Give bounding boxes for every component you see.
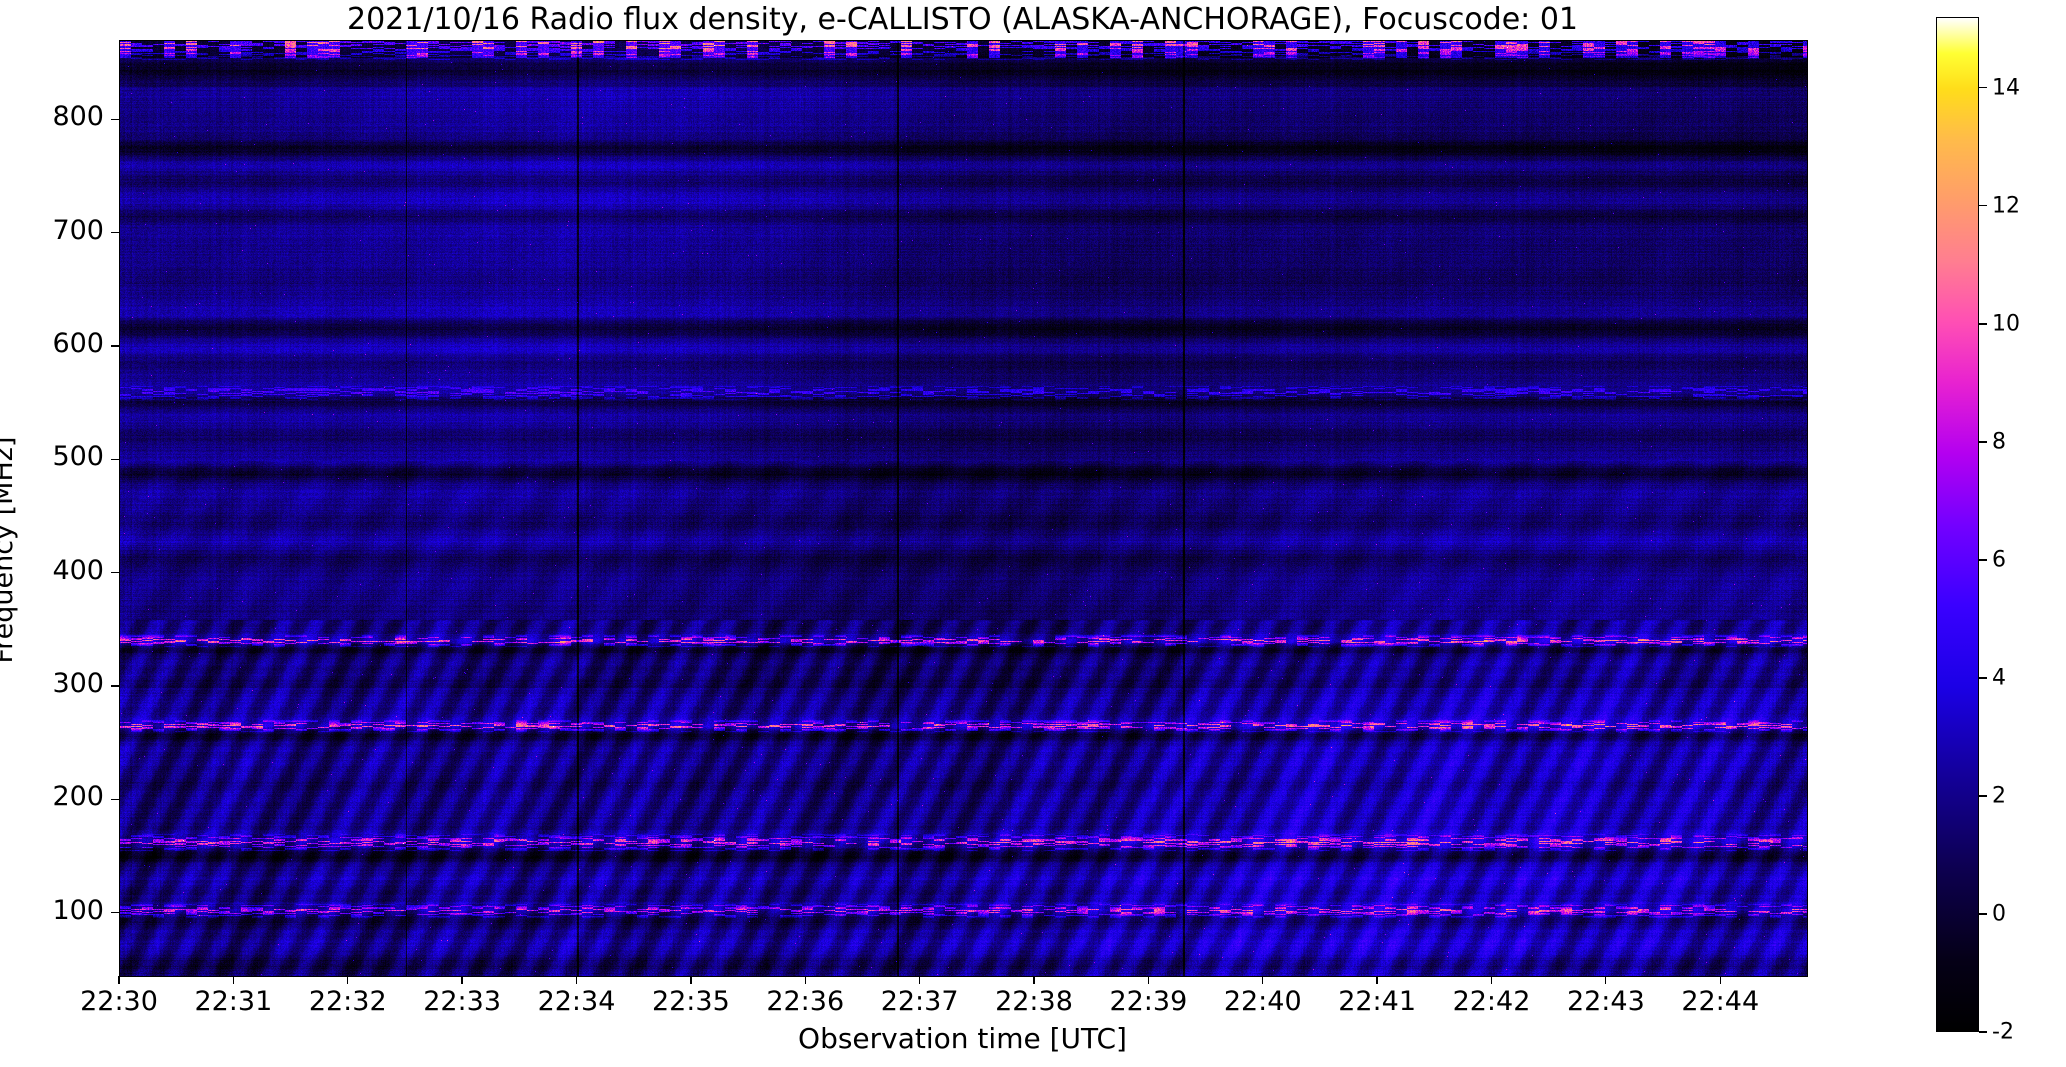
y-tick — [111, 798, 119, 800]
x-tick — [1147, 976, 1149, 984]
spectrogram-heatmap — [120, 41, 1807, 976]
x-tick — [118, 976, 120, 984]
colorbar — [1936, 17, 1979, 1032]
colorbar-tick-label: 4 — [1992, 665, 2006, 691]
x-tick-label: 22:31 — [194, 986, 273, 1017]
x-tick-label: 22:36 — [766, 986, 845, 1017]
colorbar-tick — [1979, 441, 1987, 443]
x-tick — [1490, 976, 1493, 984]
page-title: 2021/10/16 Radio flux density, e-CALLIST… — [347, 2, 1578, 37]
y-tick-label: 100 — [52, 894, 104, 926]
x-tick-label: 22:35 — [651, 986, 730, 1017]
spectrogram-plot-area[interactable] — [119, 40, 1808, 977]
x-tick-label: 22:34 — [537, 986, 616, 1017]
x-tick — [1376, 976, 1378, 984]
x-tick — [1605, 976, 1607, 984]
y-tick — [111, 118, 119, 120]
x-tick — [1262, 976, 1264, 984]
y-tick — [111, 345, 119, 347]
y-tick-label: 200 — [52, 781, 104, 813]
y-tick — [111, 572, 119, 574]
colorbar-tick-label: 14 — [1992, 75, 2020, 101]
y-tick-label: 500 — [52, 441, 104, 473]
x-tick — [347, 976, 349, 984]
colorbar-tick-label: 0 — [1992, 901, 2006, 927]
x-tick-label: 22:42 — [1452, 986, 1531, 1017]
y-tick-label: 300 — [52, 668, 104, 699]
x-tick — [1719, 976, 1721, 984]
y-axis-label: Frequency [MHz] — [0, 436, 19, 664]
x-tick-label: 22:44 — [1681, 986, 1760, 1017]
x-tick — [575, 976, 578, 984]
y-tick — [111, 458, 119, 460]
x-tick-label: 22:33 — [423, 986, 502, 1017]
colorbar-tick — [1979, 323, 1987, 325]
y-tick-label: 700 — [52, 214, 104, 246]
x-tick-label: 22:43 — [1566, 986, 1645, 1017]
x-tick-label: 22:39 — [1109, 986, 1188, 1017]
x-tick — [1033, 976, 1035, 984]
colorbar-tick-label: 2 — [1992, 783, 2006, 809]
colorbar-tick-label: 8 — [1992, 429, 2006, 455]
x-tick-label: 22:38 — [995, 986, 1073, 1017]
y-tick — [111, 685, 119, 687]
y-tick-label: 400 — [52, 554, 104, 586]
x-tick-label: 22:40 — [1223, 986, 1302, 1017]
colorbar-tick — [1979, 677, 1987, 679]
x-tick-label: 22:30 — [80, 986, 158, 1017]
y-tick — [111, 912, 119, 914]
x-tick — [232, 976, 235, 984]
x-tick-label: 22:37 — [880, 986, 959, 1017]
x-tick-label: 22:32 — [308, 986, 387, 1017]
y-tick — [111, 232, 119, 234]
colorbar-tick-label: 6 — [1992, 547, 2006, 573]
colorbar-tick — [1979, 795, 1987, 797]
y-tick-label: 800 — [52, 101, 104, 133]
x-tick — [690, 976, 692, 984]
colorbar-tick-label: 12 — [1992, 193, 2020, 219]
colorbar-tick — [1979, 205, 1987, 207]
colorbar-tick — [1979, 87, 1987, 89]
x-tick — [461, 976, 463, 984]
colorbar-tick — [1979, 1031, 1987, 1033]
colorbar-tick — [1979, 559, 1987, 561]
x-tick — [804, 976, 806, 984]
colorbar-tick-label: 10 — [1992, 311, 2020, 337]
x-axis-label: Observation time [UTC] — [798, 1022, 1127, 1055]
colorbar-tick-label: -2 — [1992, 1019, 2014, 1045]
colorbar-gradient — [1936, 17, 1979, 1032]
y-tick-label: 600 — [52, 328, 104, 359]
x-tick — [918, 976, 921, 984]
x-tick-label: 22:41 — [1338, 986, 1416, 1017]
colorbar-tick — [1979, 913, 1987, 915]
